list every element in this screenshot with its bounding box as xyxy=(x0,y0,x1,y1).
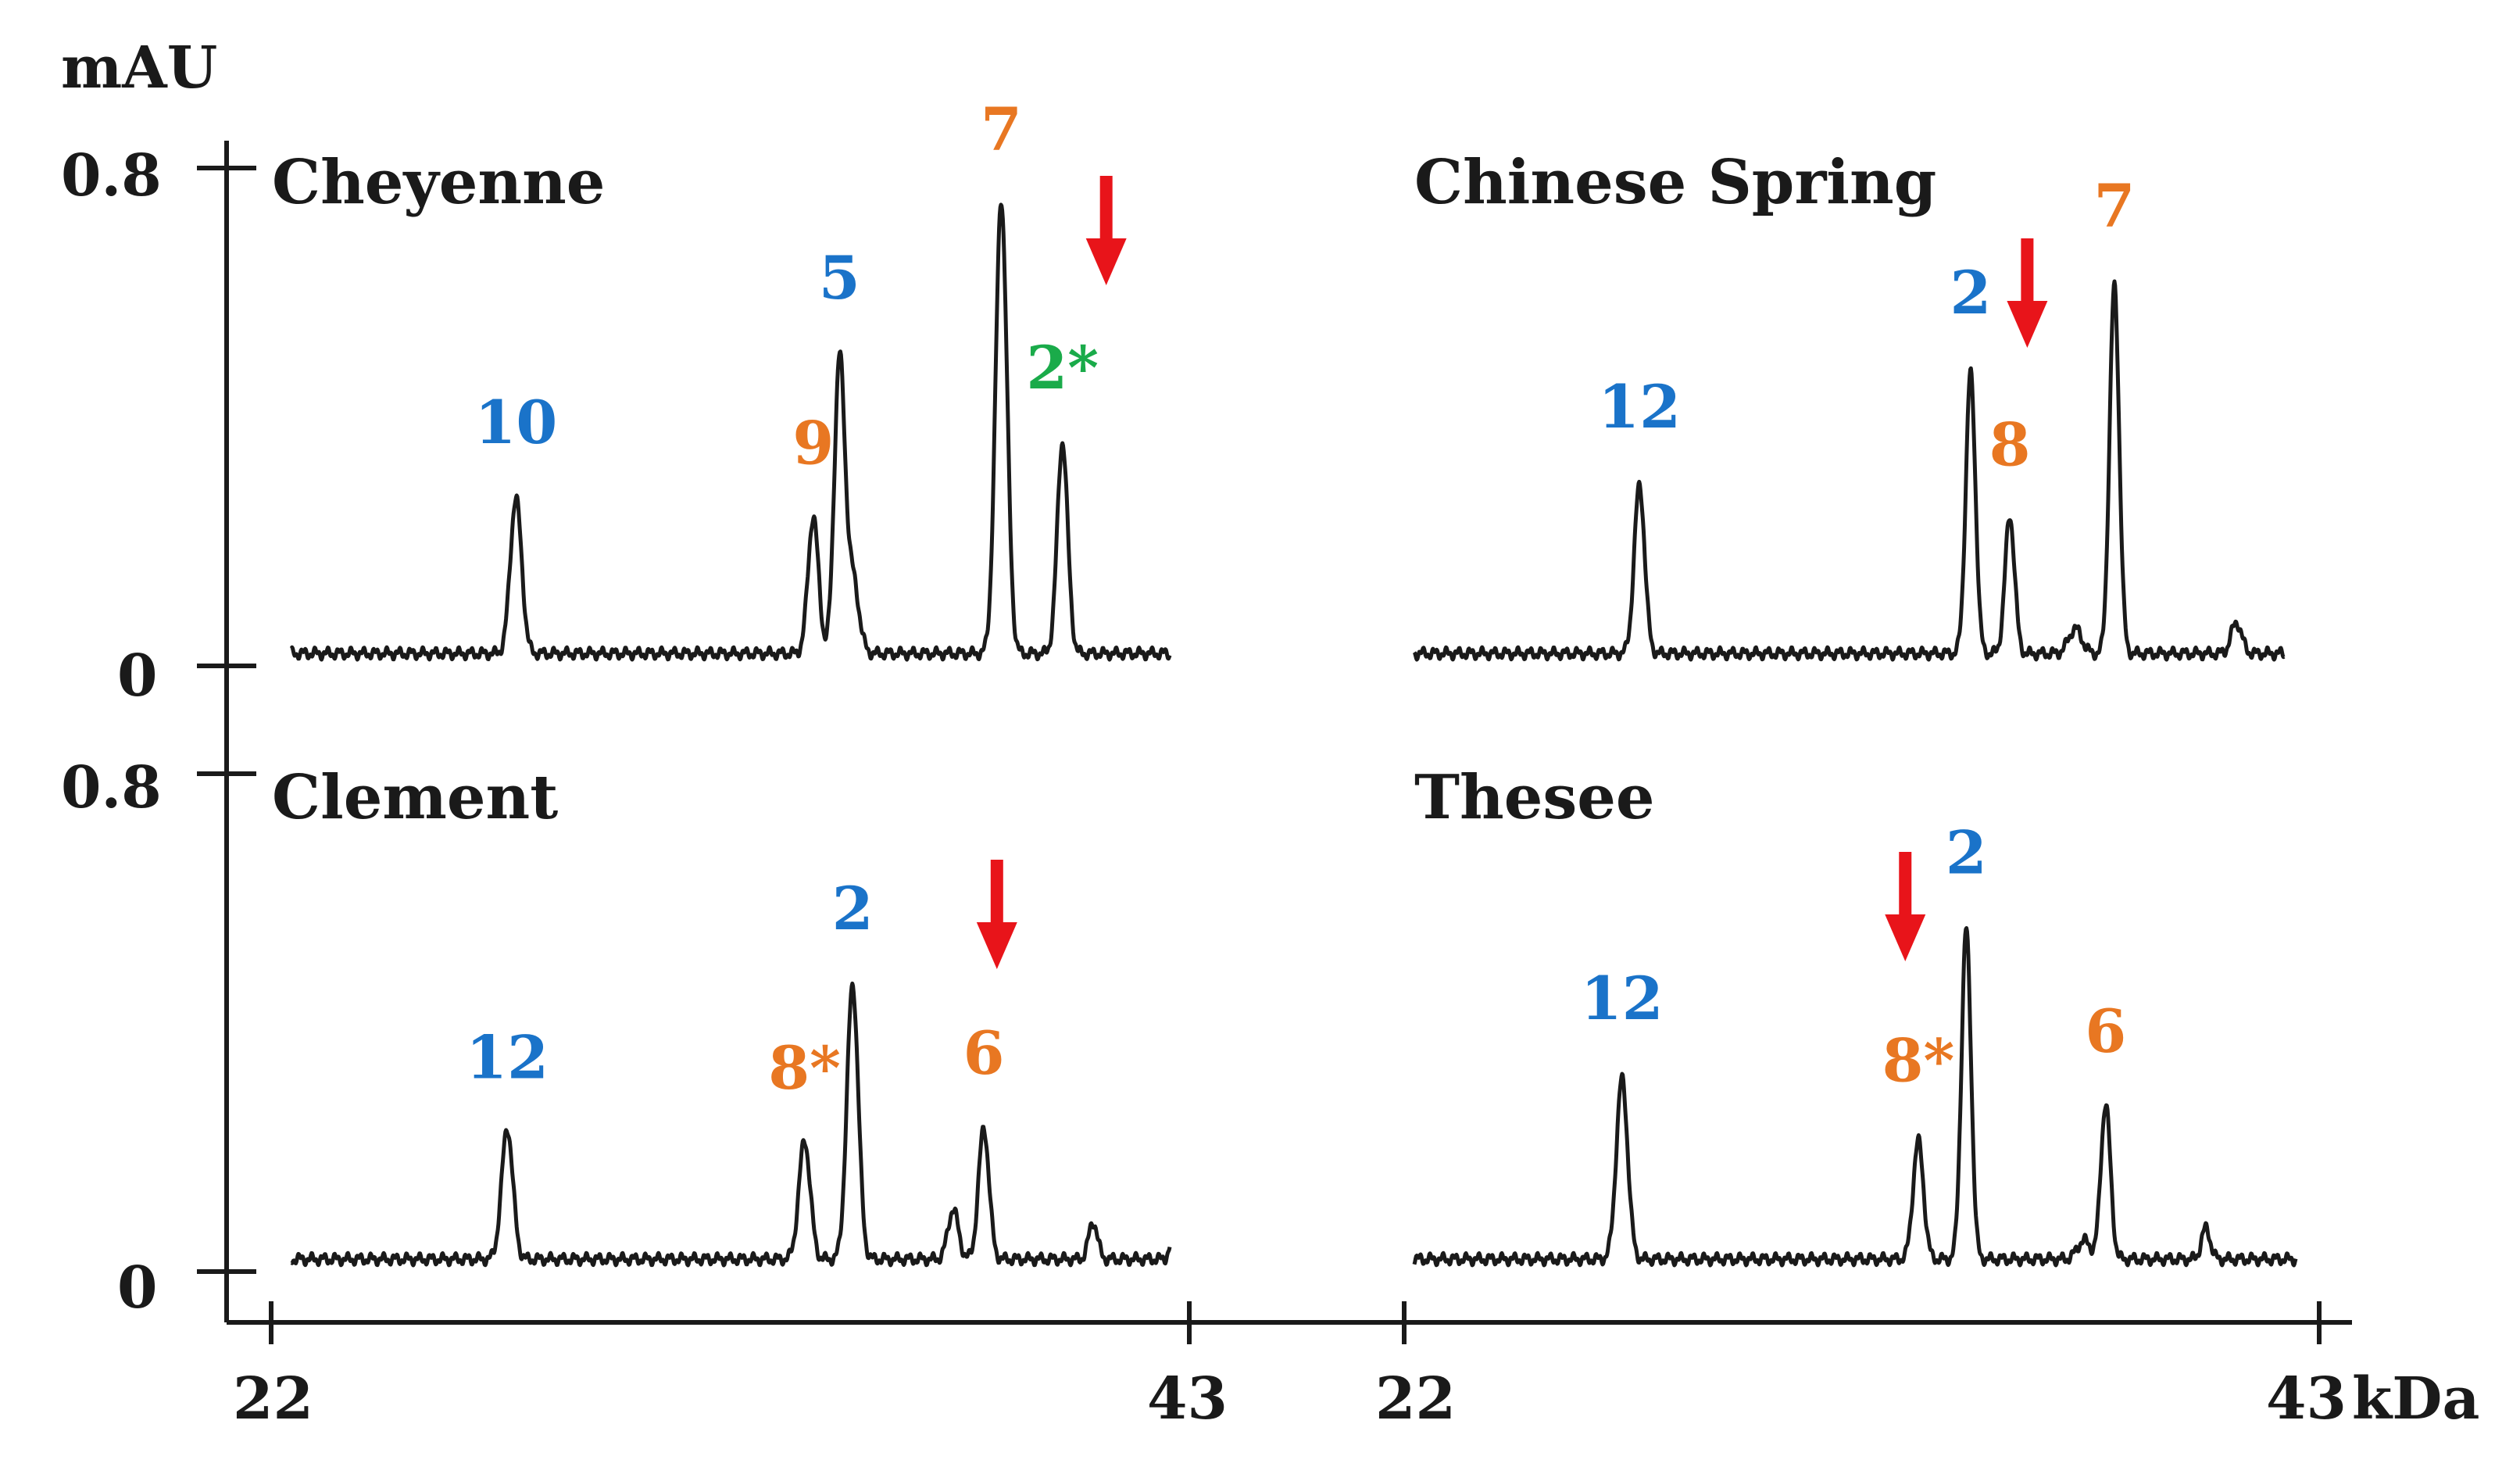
y-tick-label-top-08: 0.8 xyxy=(61,142,162,209)
peak-label-12: 12 xyxy=(1598,372,1681,442)
peak-label-12: 12 xyxy=(1581,964,1664,1033)
red-arrow-head xyxy=(1085,238,1127,285)
peak-label-10: 10 xyxy=(474,388,557,457)
peak-label-6: 6 xyxy=(2085,996,2126,1066)
trace-line xyxy=(290,981,1172,1268)
x-tick-label-left-22: 22 xyxy=(233,1365,313,1433)
trace-line xyxy=(289,202,1172,662)
peak-label-8-star: 8* xyxy=(1882,1025,1955,1095)
y-unit-label: mAU xyxy=(61,34,217,102)
panel-clement: Clement 12 8* 2 6 xyxy=(272,762,1172,1268)
peak-label-12: 12 xyxy=(466,1023,549,1093)
title-thesee: Thesee xyxy=(1414,762,1655,833)
peak-label-2: 2 xyxy=(1946,817,1987,887)
red-arrow-head xyxy=(976,922,1017,969)
panel-chinese-spring: Chinese Spring 12 2 8 7 xyxy=(1412,147,2286,662)
chromatogram-panels: Cheyenne 10 9 5 7 2* Chinese Spring 12 2 8 7 Clemen… xyxy=(272,95,2298,1268)
title-clement: Clement xyxy=(272,762,558,833)
peak-label-5: 5 xyxy=(819,243,860,313)
panel-cheyenne: Cheyenne 10 9 5 7 2* xyxy=(272,95,1172,662)
peak-label-7: 7 xyxy=(981,95,1022,164)
title-chinese-spring: Chinese Spring xyxy=(1414,147,1936,218)
axes xyxy=(197,141,2352,1344)
y-tick-label-bottom-0: 0 xyxy=(117,1254,158,1322)
peak-label-8-star: 8* xyxy=(768,1033,841,1103)
x-unit-label: kDa xyxy=(2352,1365,2479,1433)
title-cheyenne: Cheyenne xyxy=(272,147,605,218)
peak-label-8: 8 xyxy=(1989,410,2031,480)
trace-line xyxy=(1412,926,2298,1268)
peak-label-6: 6 xyxy=(963,1018,1005,1088)
peak-label-2: 2 xyxy=(832,874,874,943)
trace-line xyxy=(1412,279,2286,662)
peak-label-7: 7 xyxy=(2093,171,2135,241)
peak-label-9: 9 xyxy=(792,409,834,478)
y-tick-label-bottom-08: 0.8 xyxy=(61,754,162,821)
peak-label-2-star: 2* xyxy=(1026,333,1099,402)
peak-label-2: 2 xyxy=(1950,258,1991,327)
x-tick-label-right-22: 22 xyxy=(1375,1365,1456,1433)
panel-thesee: Thesee 12 8* 2 6 xyxy=(1412,762,2298,1268)
red-arrow-head xyxy=(2007,301,2048,348)
y-tick-label-top-0: 0 xyxy=(117,642,158,710)
x-tick-label-left-43: 43 xyxy=(1147,1365,1228,1433)
red-arrow-head xyxy=(1885,914,1926,961)
x-tick-label-right-43: 43 xyxy=(2266,1365,2347,1433)
